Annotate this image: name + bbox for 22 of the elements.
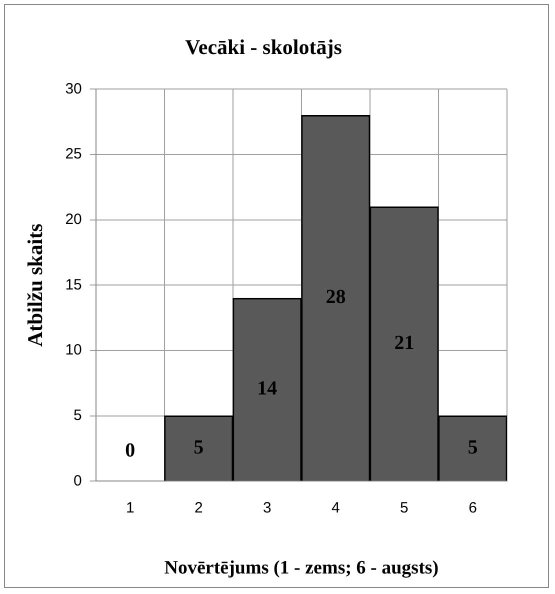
- y-tick-label: 15: [65, 276, 82, 294]
- data-label: 0: [125, 439, 136, 462]
- data-label: 5: [468, 436, 478, 458]
- x-tick-label: 5: [400, 499, 408, 516]
- x-tick-label: 2: [194, 499, 203, 516]
- y-tick-label: 10: [65, 342, 82, 359]
- y-tick-label: 30: [65, 80, 82, 98]
- y-tick-label: 25: [65, 146, 82, 163]
- data-label: 21: [394, 332, 414, 354]
- data-label: 28: [326, 286, 346, 308]
- y-axis-title: Atbilžu skaits: [23, 224, 48, 347]
- x-tick-label: 1: [126, 499, 134, 516]
- x-tick-label: 6: [468, 499, 477, 516]
- chart-title: Vecāki - skolotājs: [185, 35, 342, 60]
- x-axis-title: Novērtējums (1 - zems; 6 - augsts): [164, 558, 439, 579]
- x-tick-label: 3: [263, 499, 272, 516]
- y-tick-label: 0: [74, 472, 82, 490]
- y-tick-label: 5: [74, 407, 82, 424]
- y-tick-label: 20: [65, 211, 82, 228]
- data-label: 14: [257, 378, 278, 400]
- x-tick-label: 4: [332, 499, 340, 516]
- data-label: 5: [194, 436, 204, 458]
